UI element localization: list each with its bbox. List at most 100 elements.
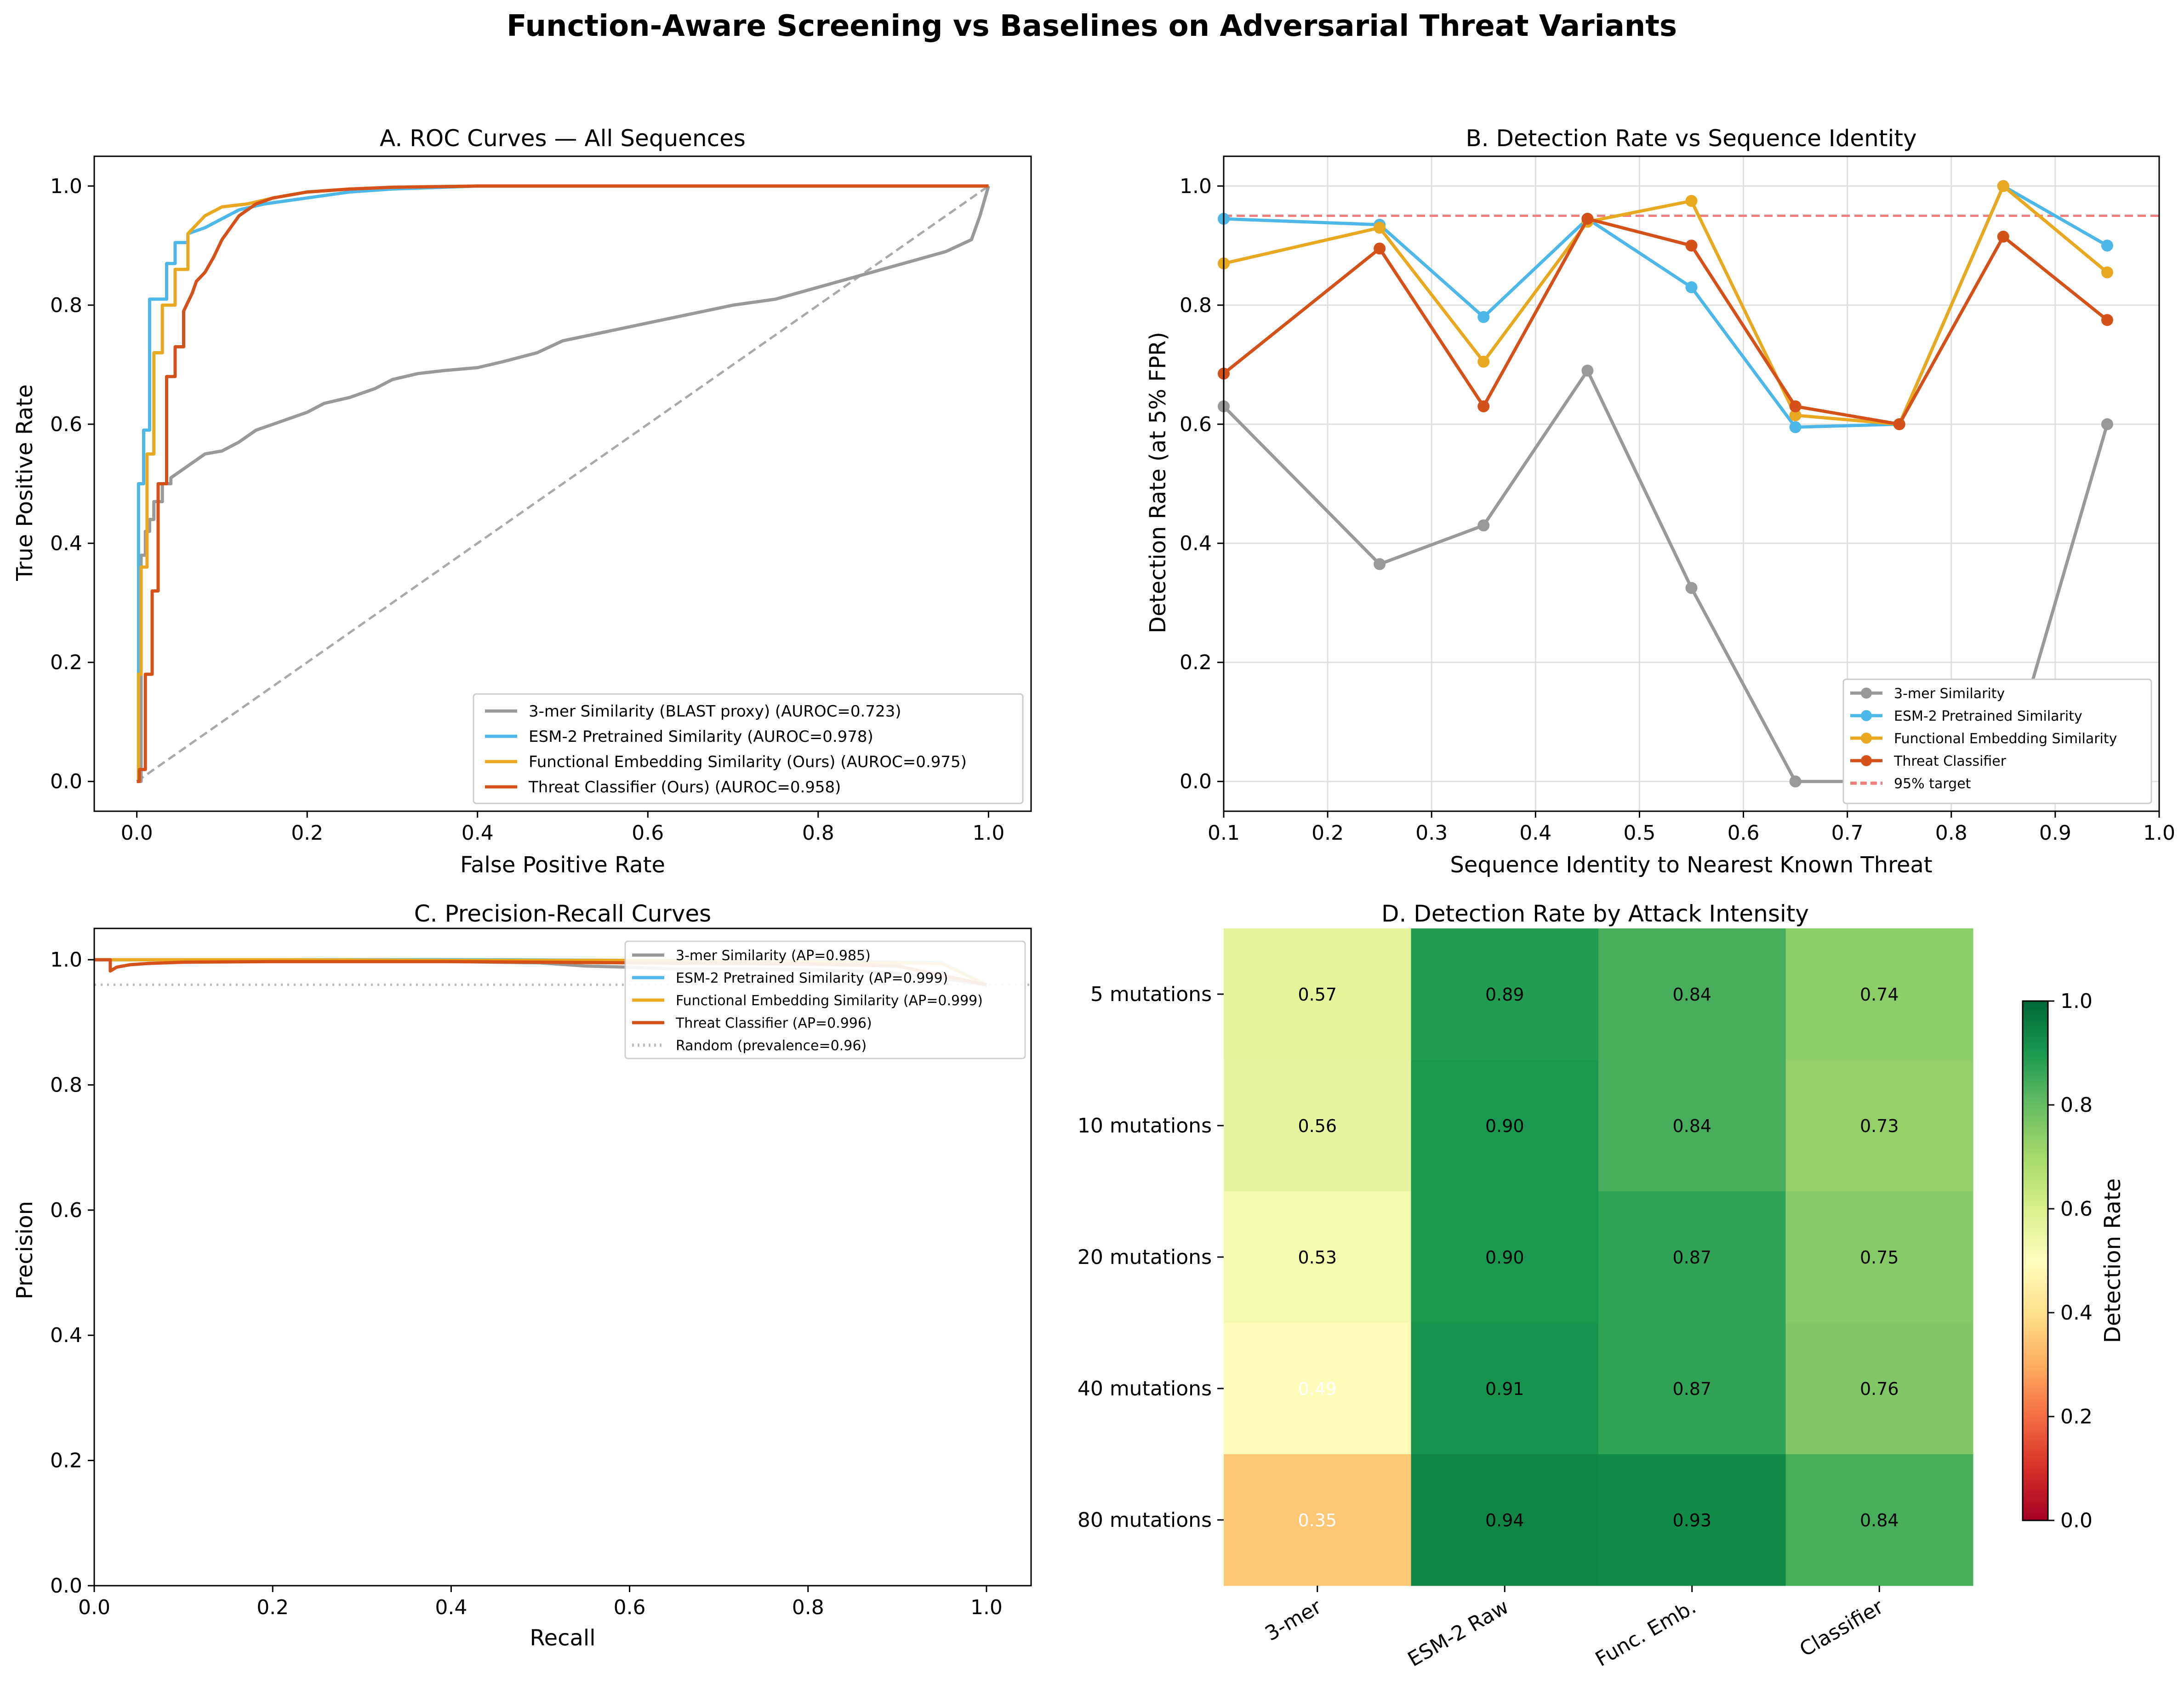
x-tick-label: 0.4 [462, 821, 494, 845]
heatmap-cell [1598, 1454, 1786, 1586]
panel-a-frame [93, 155, 1032, 812]
colorbar-tick-label: 0.2 [2060, 1405, 2093, 1428]
colorbar-gradient [2022, 1000, 2049, 1521]
x-tick-label: 0.8 [1935, 821, 1967, 845]
figure-title: Function-Aware Screening vs Baselines on… [507, 9, 1677, 43]
data-point-clf [1581, 213, 1594, 225]
panel-b-xlabel: Sequence Identity to Nearest Known Threa… [1450, 852, 1932, 878]
x-tick-label: 0.8 [792, 1596, 824, 1619]
heatmap-cell-label: 0.57 [1298, 984, 1337, 1005]
y-tick-label: 0.8 [50, 1073, 82, 1097]
data-point-esm [1685, 281, 1698, 293]
legend-marker [1861, 733, 1872, 744]
data-point-clf [1893, 418, 1905, 430]
heatmap-cell [1224, 1191, 1411, 1323]
heatmap-cell [1411, 928, 1599, 1060]
heatmap-cell [1224, 1454, 1411, 1586]
legend-item: 95% target [1850, 776, 1971, 792]
x-tick-label: 0.9 [2039, 821, 2071, 845]
row-label: 5 mutations [1090, 983, 1212, 1006]
legend-label: 95% target [1894, 776, 1971, 792]
colorbar-tick-label: 0.8 [2060, 1093, 2093, 1117]
data-point-clf [1477, 400, 1490, 413]
legend-item: Threat Classifier [1850, 753, 2007, 769]
y-tick-label: 0.6 [50, 413, 82, 436]
data-point-func [1997, 180, 2009, 192]
panel-a-ylabel: True Positive Rate [12, 384, 38, 581]
diagonal-reference-line [136, 185, 989, 783]
roc-curve-esm [137, 184, 989, 783]
y-tick-label: 0.2 [50, 1449, 82, 1473]
roc-curve-clf [137, 184, 989, 783]
panel-b-legend: 3-mer Similarity ESM-2 Pretrained Similar… [1842, 678, 2152, 804]
colorbar-tick-label: 1.0 [2060, 990, 2093, 1013]
data-point-kmer [1685, 582, 1698, 594]
x-tick-label: 0.1 [1208, 821, 1240, 845]
y-tick-label: 0.6 [1180, 413, 1212, 436]
panel-d-heatmap: D. Detection Rate by Attack Intensity 0.… [1078, 900, 2126, 1672]
y-tick-label: 0.4 [50, 532, 82, 555]
panel-b-frame [1223, 155, 2160, 812]
x-tick-label: 0.6 [632, 821, 664, 845]
heatmap-cell-label: 0.76 [1860, 1379, 1899, 1399]
y-tick-label: 0.4 [50, 1324, 82, 1347]
data-point-clf [1997, 230, 2009, 243]
x-tick-label: 1.0 [970, 1596, 1003, 1619]
data-point-esm [1789, 421, 1802, 433]
data-point-clf [1374, 242, 1386, 255]
heatmap-cell [1224, 1060, 1411, 1192]
x-tick-label: 0.5 [1623, 821, 1655, 845]
data-point-clf [1789, 400, 1802, 413]
y-tick-label: 0.6 [50, 1199, 82, 1222]
y-tick-label: 0.2 [1180, 651, 1212, 674]
x-tick-label: 0.8 [802, 821, 834, 845]
heatmap-cell [1598, 1191, 1786, 1323]
x-tick-label: 0.4 [435, 1596, 467, 1619]
legend-label: Functional Embedding Similarity (AP=0.99… [676, 993, 983, 1009]
panel-a-legend: 3-mer Similarity (BLAST proxy) (AUROC=0.… [473, 693, 1024, 804]
panel-a-roc: A. ROC Curves — All Sequences False Posi… [12, 125, 1032, 878]
y-tick-label: 0.0 [1180, 770, 1212, 793]
x-tick-label: 0.3 [1415, 821, 1448, 845]
heatmap-cell [1785, 1454, 1973, 1586]
y-tick-label: 1.0 [50, 948, 82, 972]
x-tick-label: 0.0 [78, 1596, 110, 1619]
x-tick-label: 1.0 [2143, 821, 2175, 845]
heatmap-cell [1224, 928, 1411, 1060]
heatmap-cell-label: 0.91 [1485, 1379, 1524, 1399]
data-point-kmer [1789, 775, 1802, 788]
heatmap-cell [1411, 1454, 1599, 1586]
row-label: 80 mutations [1078, 1508, 1212, 1532]
heatmap-cell-label: 0.74 [1860, 984, 1899, 1005]
colorbar-tick-label: 0.4 [2060, 1301, 2093, 1325]
legend-label: 3-mer Similarity (AP=0.985) [676, 948, 871, 964]
data-point-kmer [1477, 519, 1490, 532]
x-tick-label: 0.0 [121, 821, 153, 845]
roc-curve-kmer [137, 185, 990, 783]
heatmap-cell-label: 0.94 [1485, 1510, 1524, 1531]
x-tick-label: 0.4 [1519, 821, 1551, 845]
heatmap-cell-label: 0.84 [1672, 984, 1711, 1005]
heatmap-cell [1598, 1323, 1786, 1455]
heatmap-cell-label: 0.93 [1672, 1510, 1711, 1531]
data-point-esm [1477, 311, 1490, 323]
legend-item: Functional Embedding Similarity [1850, 731, 2117, 747]
heatmap-cell-label: 0.75 [1860, 1247, 1899, 1268]
panel-c-title: C. Precision-Recall Curves [414, 900, 711, 927]
y-tick-label: 0.4 [1180, 532, 1212, 555]
heatmap-cell [1785, 1191, 1973, 1323]
colorbar-tick-label: 0.0 [2060, 1509, 2093, 1532]
heatmap-cell [1411, 1060, 1599, 1192]
legend-label: Threat Classifier (Ours) (AUROC=0.958) [528, 778, 841, 797]
x-tick-label: 0.2 [1312, 821, 1344, 845]
legend-label: ESM-2 Pretrained Similarity (AP=0.999) [676, 970, 948, 986]
data-point-clf [1685, 239, 1698, 252]
legend-label: Threat Classifier (AP=0.996) [675, 1015, 872, 1031]
legend-item: 3-mer Similarity (BLAST proxy) (AUROC=0.… [485, 702, 901, 721]
legend-marker [1861, 710, 1872, 721]
row-label: 10 mutations [1078, 1114, 1212, 1138]
heatmap-cell [1411, 1323, 1599, 1455]
panel-b-detection-identity: B. Detection Rate vs Sequence Identity S… [1145, 125, 2175, 878]
panel-c-ylabel: Precision [12, 1201, 38, 1299]
